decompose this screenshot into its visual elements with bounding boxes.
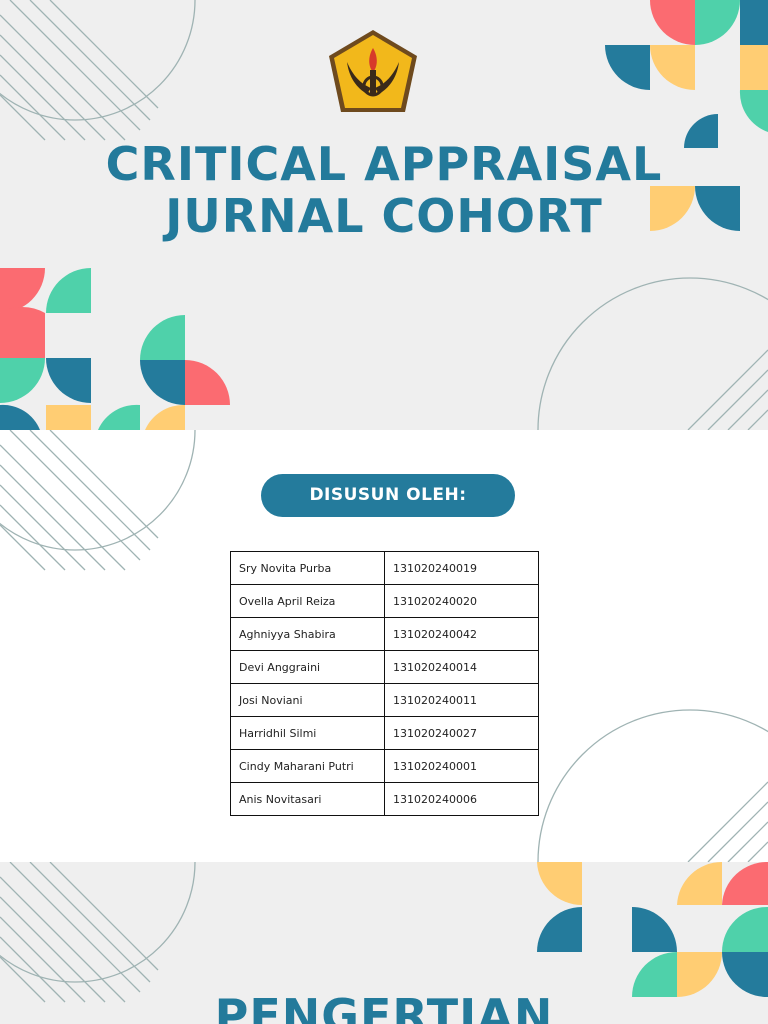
- member-name: Ovella April Reiza: [230, 584, 385, 618]
- table-row: Harridhil Silmi 131020240027: [230, 716, 539, 750]
- table-row: Devi Anggraini 131020240014: [230, 650, 539, 684]
- authors-heading: DISUSUN OLEH:: [261, 474, 515, 517]
- member-name: Sry Novita Purba: [230, 551, 385, 585]
- table-row: Ovella April Reiza 131020240020: [230, 584, 539, 618]
- member-id: 131020240019: [384, 551, 539, 585]
- title-line-1: CRITICAL APPRAISAL: [105, 137, 663, 191]
- member-id: 131020240020: [384, 584, 539, 618]
- member-name: Harridhil Silmi: [230, 716, 385, 750]
- decorative-background: [0, 0, 768, 430]
- table-row: Anis Novitasari 131020240006: [230, 782, 539, 816]
- member-id: 131020240006: [384, 782, 539, 816]
- member-name: Devi Anggraini: [230, 650, 385, 684]
- decorative-background: [0, 430, 768, 862]
- member-id: 131020240001: [384, 749, 539, 783]
- table-row: Sry Novita Purba 131020240019: [230, 551, 539, 585]
- members-table: Sry Novita Purba 131020240019 Ovella Apri…: [230, 551, 539, 816]
- table-row: Cindy Maharani Putri 131020240001: [230, 749, 539, 783]
- member-name: Anis Novitasari: [230, 782, 385, 816]
- table-row: Aghniyya Shabira 131020240042: [230, 617, 539, 651]
- decorative-background: [0, 862, 768, 1003]
- title-slide: CRITICAL APPRAISAL JURNAL COHORT: [0, 0, 768, 430]
- definition-slide: PENGERTIAN: [0, 862, 768, 1024]
- member-id: 131020240014: [384, 650, 539, 684]
- member-name: Aghniyya Shabira: [230, 617, 385, 651]
- member-name: Cindy Maharani Putri: [230, 749, 385, 783]
- table-row: Josi Noviani 131020240011: [230, 683, 539, 717]
- member-id: 131020240011: [384, 683, 539, 717]
- title-line-2: JURNAL COHORT: [165, 189, 603, 243]
- university-logo: [329, 30, 417, 112]
- member-name: Josi Noviani: [230, 683, 385, 717]
- members-slide: DISUSUN OLEH: Sry Novita Purba 1310202400…: [0, 430, 768, 862]
- definition-title: PENGERTIAN: [214, 989, 554, 1024]
- member-id: 131020240042: [384, 617, 539, 651]
- member-id: 131020240027: [384, 716, 539, 750]
